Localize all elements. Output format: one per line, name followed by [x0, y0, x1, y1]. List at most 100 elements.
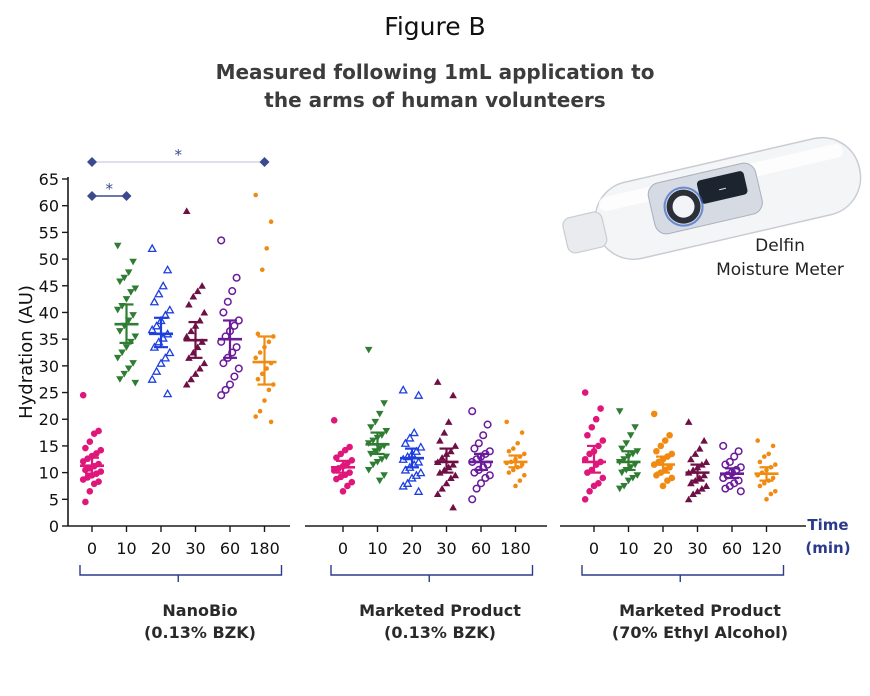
data-point: [620, 482, 628, 490]
data-point: [330, 467, 338, 474]
data-point: [447, 447, 455, 455]
data-point: [257, 350, 263, 355]
data-point: [519, 462, 525, 467]
data-point: [129, 360, 137, 367]
data-point: [438, 454, 446, 461]
data-point: [149, 297, 160, 306]
data-point: [766, 451, 771, 457]
data-point: [400, 465, 411, 474]
data-point: [264, 246, 270, 251]
data-point: [721, 484, 730, 493]
data-point: [438, 485, 446, 492]
error-bar: [218, 319, 242, 359]
data-point: [398, 385, 408, 394]
data-point: [225, 380, 235, 389]
data-point: [522, 451, 527, 457]
data-point: [131, 333, 140, 341]
x-tick-label: 30: [185, 539, 205, 558]
series-points: [433, 378, 460, 511]
data-point: [479, 431, 488, 440]
y-tick-label: 5: [49, 490, 59, 509]
data-point: [659, 482, 667, 490]
error-bar: [503, 454, 528, 469]
error-bar: [400, 447, 424, 469]
data-point: [449, 503, 457, 511]
data-point: [364, 466, 373, 474]
data-point: [691, 450, 700, 457]
data-point: [483, 420, 492, 429]
data-point: [154, 289, 164, 298]
data-point: [369, 437, 377, 445]
data-point: [411, 446, 422, 455]
data-point: [405, 433, 415, 442]
data-point: [666, 431, 673, 439]
data-point: [592, 415, 600, 423]
x-tick-label: 0: [589, 539, 599, 558]
data-point: [522, 472, 527, 478]
data-point: [129, 258, 137, 266]
data-point: [198, 338, 206, 345]
group-name-line-1: Marketed Product: [359, 601, 521, 620]
data-point: [116, 328, 124, 335]
error-bar: [114, 303, 139, 344]
data-point: [333, 475, 340, 483]
data-point: [451, 471, 460, 479]
data-point: [762, 454, 767, 459]
data-point: [131, 285, 140, 293]
svg-text:−: −: [717, 182, 729, 197]
error-bar: [149, 316, 173, 349]
y-tick-label: 60: [39, 197, 59, 216]
data-point: [700, 436, 708, 444]
data-point: [506, 448, 512, 454]
data-point: [413, 457, 424, 466]
data-point: [253, 192, 258, 198]
significance-diamond: [121, 191, 132, 201]
y-tick-label: 45: [39, 277, 59, 296]
data-point: [151, 321, 162, 330]
data-point: [253, 414, 258, 419]
data-point: [193, 287, 202, 295]
data-point: [262, 398, 267, 403]
error-bar: [469, 452, 493, 472]
data-point: [79, 476, 87, 483]
significance-asterisk: *: [175, 146, 183, 164]
data-point: [86, 438, 94, 445]
data-point: [768, 491, 774, 497]
data-point: [382, 427, 391, 435]
group-bracket: [79, 565, 283, 576]
data-point: [113, 306, 122, 314]
series-points: [364, 346, 391, 485]
data-point: [260, 267, 265, 273]
error-bar: [183, 320, 208, 359]
x-tick-label: 10: [618, 539, 638, 558]
series-points: [113, 242, 140, 387]
data-point: [375, 410, 384, 418]
device-name-line-1: Delfin: [755, 236, 805, 256]
data-point: [400, 438, 411, 447]
data-point: [444, 418, 453, 425]
data-point: [367, 424, 375, 431]
data-point: [631, 424, 639, 431]
error-bar: [720, 467, 744, 480]
data-point: [689, 466, 697, 473]
data-point: [519, 430, 525, 435]
data-point: [411, 470, 422, 479]
data-point: [736, 487, 745, 496]
series-points: [253, 192, 276, 425]
error-bar: [365, 431, 390, 456]
data-point: [373, 458, 382, 466]
data-point: [402, 451, 413, 461]
data-point: [380, 400, 388, 407]
error-bar: [754, 466, 779, 482]
data-point: [734, 447, 743, 456]
data-point: [122, 296, 131, 303]
y-tick-label: 50: [39, 250, 59, 269]
data-point: [116, 376, 124, 383]
data-point: [684, 418, 693, 425]
x-tick-label: 60: [471, 539, 491, 558]
chart-title-line-1: Measured following 1mL application to: [215, 60, 655, 84]
error-bar: [331, 459, 355, 474]
data-point: [449, 391, 457, 399]
data-point: [189, 292, 198, 300]
data-point: [200, 359, 209, 367]
